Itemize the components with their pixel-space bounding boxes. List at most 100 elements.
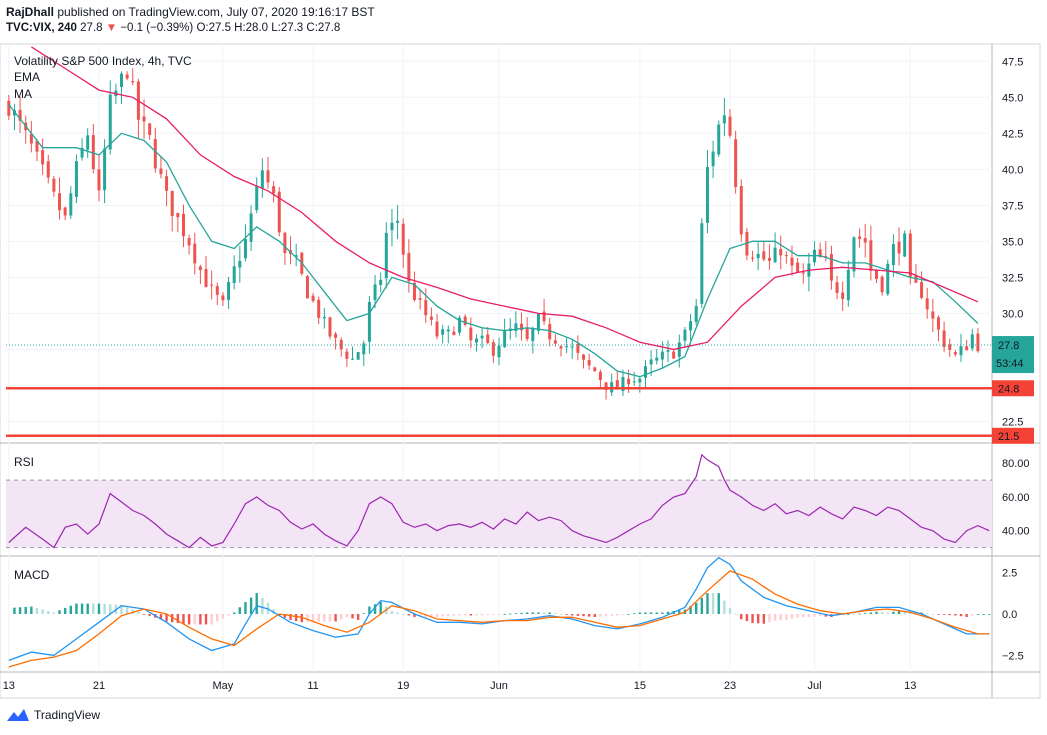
ema-line[interactable] [8, 104, 979, 378]
candle-down[interactable] [221, 295, 225, 301]
candle-up[interactable] [565, 346, 569, 348]
macd-title[interactable]: MACD [14, 568, 50, 582]
candle-down[interactable] [283, 232, 287, 254]
candle-up[interactable] [621, 376, 625, 391]
candle-down[interactable] [841, 292, 845, 299]
candle-down[interactable] [305, 276, 309, 299]
candle-up[interactable] [959, 346, 963, 356]
candle-up[interactable] [903, 233, 907, 257]
candle-down[interactable] [751, 257, 755, 259]
candle-down[interactable] [869, 240, 873, 271]
candle-up[interactable] [294, 255, 298, 258]
candle-up[interactable] [638, 378, 642, 383]
candle-down[interactable] [762, 251, 766, 260]
candle-down[interactable] [187, 238, 191, 246]
candle-up[interactable] [660, 351, 664, 360]
candle-up[interactable] [852, 237, 856, 272]
candle-down[interactable] [125, 74, 129, 79]
candle-up[interactable] [773, 247, 777, 263]
candle-down[interactable] [525, 328, 529, 339]
macd-line[interactable] [8, 556, 990, 662]
candle-down[interactable] [18, 109, 22, 121]
candle-up[interactable] [970, 334, 974, 349]
candle-up[interactable] [238, 260, 242, 268]
candle-down[interactable] [429, 316, 433, 320]
candle-up[interactable] [677, 342, 681, 357]
candle-down[interactable] [520, 323, 524, 331]
candle-up[interactable] [649, 359, 653, 365]
candle-up[interactable] [103, 148, 107, 191]
candle-up[interactable] [683, 329, 687, 341]
candle-up[interactable] [722, 115, 726, 124]
candle-up[interactable] [632, 381, 636, 383]
candle-down[interactable] [925, 298, 929, 310]
candle-up[interactable] [643, 366, 647, 378]
candle-down[interactable] [29, 133, 33, 144]
candle-down[interactable] [576, 344, 580, 353]
author-name[interactable]: RajDhall [6, 5, 55, 19]
candle-down[interactable] [311, 295, 315, 301]
candle-down[interactable] [153, 139, 157, 169]
candle-down[interactable] [272, 186, 276, 194]
candle-down[interactable] [469, 327, 473, 341]
candle-down[interactable] [334, 333, 338, 338]
candle-down[interactable] [266, 170, 270, 183]
candle-down[interactable] [97, 169, 101, 191]
candle-up[interactable] [367, 301, 371, 342]
candle-up[interactable] [351, 358, 355, 360]
candle-down[interactable] [452, 331, 456, 336]
candle-down[interactable] [948, 344, 952, 350]
candle-down[interactable] [739, 185, 743, 235]
candle-up[interactable] [705, 167, 709, 223]
candle-down[interactable] [824, 256, 828, 258]
candle-down[interactable] [491, 342, 495, 356]
candle-up[interactable] [390, 222, 394, 231]
candle-up[interactable] [891, 244, 895, 266]
candle-up[interactable] [232, 266, 236, 284]
candle-up[interactable] [12, 110, 16, 116]
candle-down[interactable] [142, 116, 146, 122]
candle-up[interactable] [503, 330, 507, 348]
candle-up[interactable] [362, 343, 366, 355]
ma-line[interactable] [31, 46, 979, 351]
candle-down[interactable] [412, 282, 416, 300]
candle-down[interactable] [193, 243, 197, 264]
rsi-title[interactable]: RSI [14, 455, 34, 469]
candle-up[interactable] [497, 345, 501, 358]
candle-up[interactable] [756, 253, 760, 259]
candle-down[interactable] [604, 382, 608, 391]
candle-down[interactable] [801, 272, 805, 274]
candle-down[interactable] [965, 346, 969, 351]
candle-up[interactable] [108, 94, 112, 150]
candle-up[interactable] [260, 170, 264, 189]
candle-up[interactable] [243, 239, 247, 259]
candle-down[interactable] [46, 161, 50, 178]
candle-up[interactable] [322, 316, 326, 319]
candle-up[interactable] [227, 281, 231, 300]
signal-line[interactable] [8, 570, 990, 668]
candle-down[interactable] [784, 255, 788, 257]
ema-legend[interactable]: EMA [14, 70, 40, 84]
candle-up[interactable] [384, 232, 388, 279]
candle-down[interactable] [863, 238, 867, 243]
candle-up[interactable] [373, 284, 377, 300]
candle-down[interactable] [790, 257, 794, 266]
candle-down[interactable] [401, 223, 405, 255]
candle-up[interactable] [396, 220, 400, 223]
candle-up[interactable] [536, 313, 540, 331]
candle-down[interactable] [91, 135, 95, 170]
candle-down[interactable] [176, 212, 180, 218]
candle-down[interactable] [63, 207, 67, 216]
candle-down[interactable] [198, 266, 202, 271]
candle-up[interactable] [689, 321, 693, 331]
candle-down[interactable] [858, 236, 862, 239]
symbol-label[interactable]: TVC:VIX, 240 [6, 22, 77, 34]
candle-down[interactable] [835, 282, 839, 293]
ma-legend[interactable]: MA [14, 87, 32, 101]
candle-up[interactable] [666, 350, 670, 352]
candle-down[interactable] [210, 284, 214, 286]
candle-up[interactable] [846, 269, 850, 301]
candle-down[interactable] [435, 321, 439, 337]
candle-down[interactable] [874, 269, 878, 279]
candle-up[interactable] [86, 135, 90, 150]
